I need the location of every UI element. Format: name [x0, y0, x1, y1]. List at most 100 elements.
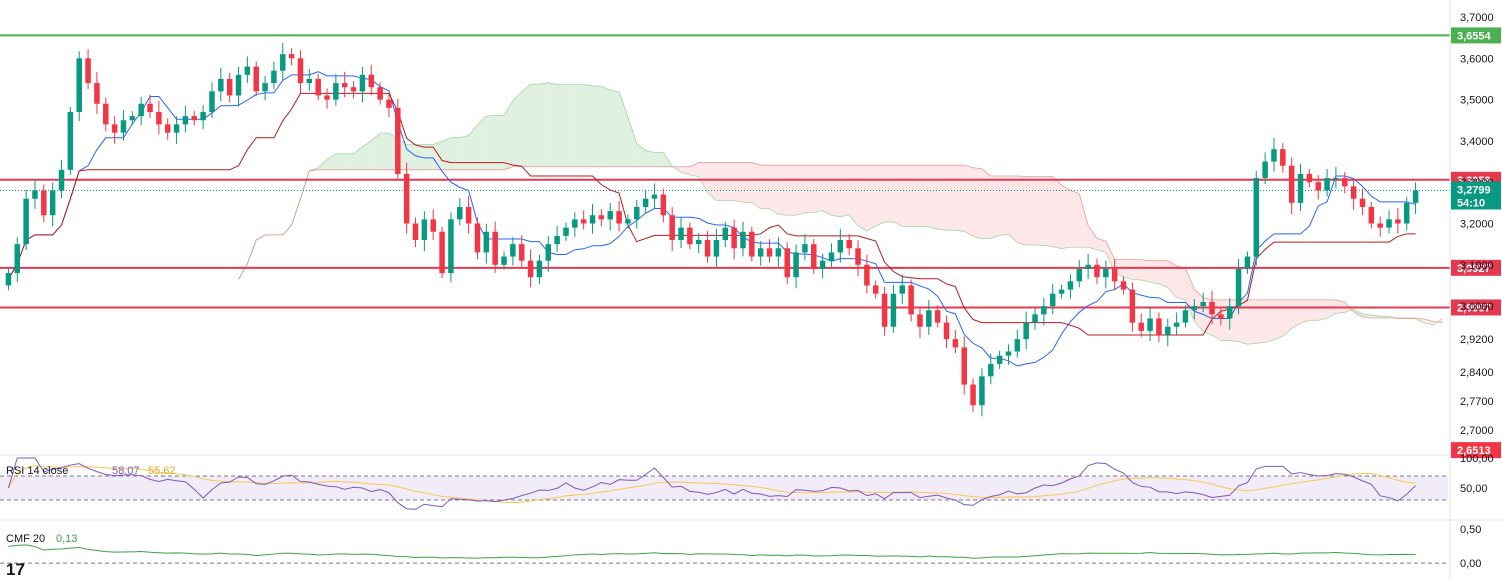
candle-body	[1226, 306, 1233, 319]
candle-body	[1156, 318, 1162, 336]
cloud-segment	[1353, 309, 1363, 317]
candle	[625, 214, 631, 229]
cloud-segment	[486, 115, 496, 170]
cloud-segment	[1300, 299, 1310, 324]
cloud-segment	[973, 167, 982, 239]
cloud-segment	[751, 162, 761, 209]
cloud-segment	[1158, 260, 1168, 288]
candle-body	[209, 91, 215, 112]
candle	[501, 251, 507, 270]
candle-body	[1129, 289, 1136, 323]
cloud-segment	[707, 162, 717, 201]
candle	[271, 61, 277, 90]
cloud-segment	[1070, 190, 1080, 248]
cloud-segment	[840, 165, 850, 217]
candle-body	[563, 227, 569, 236]
candle-body	[85, 58, 91, 84]
candle-body	[191, 116, 198, 121]
candle-body	[1191, 306, 1198, 311]
bottom-price-tag	[1451, 442, 1501, 459]
candle-body	[182, 116, 189, 125]
candle	[607, 203, 613, 231]
candle-body	[695, 240, 702, 245]
candle-body	[1165, 326, 1171, 336]
candle	[642, 189, 649, 213]
cloud-segment	[530, 84, 540, 167]
cloud-segment	[822, 165, 832, 216]
candle-body	[457, 206, 463, 220]
cloud-segment	[468, 124, 478, 170]
candle	[757, 241, 764, 266]
candle	[580, 210, 587, 230]
cmf-label: CMF 20	[6, 533, 45, 545]
candle-body	[403, 173, 410, 224]
ichimoku-cloud	[238, 82, 1443, 345]
candle	[572, 212, 578, 237]
candle-body	[120, 120, 127, 133]
candle-body	[156, 111, 162, 125]
cloud-segment	[937, 165, 947, 231]
candle-body	[164, 124, 171, 133]
candle-body	[589, 215, 596, 224]
candle	[1253, 171, 1260, 266]
candle	[448, 212, 454, 283]
cloud-segment	[495, 115, 505, 170]
cloud-segment	[911, 165, 920, 227]
candle-body	[235, 74, 242, 96]
cloud-segment	[1176, 265, 1186, 301]
candle	[961, 336, 967, 395]
candle	[156, 100, 162, 135]
cloud-segment	[902, 165, 912, 227]
candle	[14, 237, 21, 283]
cloud-segment	[831, 165, 841, 217]
cloud-segment	[1150, 260, 1159, 284]
candle	[58, 159, 65, 199]
candle-body	[138, 103, 144, 117]
candle	[395, 98, 401, 180]
cloud-segment	[335, 153, 345, 170]
candle-body	[554, 235, 560, 245]
candle	[492, 221, 498, 273]
candle	[1156, 312, 1162, 343]
bottom-price-label: 2,6513	[1457, 445, 1491, 457]
candle-body	[961, 347, 967, 385]
candle	[890, 284, 897, 333]
price-tick-label: 2,7000	[1460, 425, 1494, 437]
candle-body	[1333, 178, 1339, 180]
candle-body	[580, 219, 587, 224]
price-tick-label: 2,9200	[1460, 334, 1494, 346]
cloud-segment	[893, 165, 903, 227]
cloud-segment	[610, 90, 620, 167]
cloud-segment	[521, 84, 531, 167]
candle	[1333, 166, 1339, 189]
candle	[333, 73, 339, 106]
candle-body	[784, 248, 790, 278]
candle	[695, 232, 702, 254]
candle-body	[483, 231, 490, 253]
candle-body	[996, 355, 1003, 364]
candle	[952, 330, 959, 354]
cloud-segment	[459, 135, 469, 170]
tenkan-sen-line	[7, 71, 1416, 367]
candle-body	[988, 363, 994, 377]
candle	[341, 71, 348, 98]
cloud-segment	[796, 165, 805, 216]
candle	[262, 76, 268, 101]
candle-body	[651, 194, 658, 199]
candle-body	[1288, 165, 1295, 203]
level-tag-label: 3,6554	[1457, 30, 1492, 42]
price-tick-label: 3,7000	[1460, 12, 1494, 24]
candle-body	[1342, 178, 1348, 187]
candle	[1315, 175, 1321, 200]
rsi-label: RSI 14 close	[6, 465, 68, 477]
cloud-segment	[592, 85, 602, 167]
candle	[802, 234, 808, 261]
candle	[1359, 188, 1366, 216]
cloud-segment	[1220, 299, 1230, 341]
cloud-segment	[601, 86, 611, 167]
cloud-segment	[548, 82, 558, 167]
candle	[359, 66, 366, 103]
candle-body	[67, 111, 74, 170]
candle	[793, 244, 799, 289]
